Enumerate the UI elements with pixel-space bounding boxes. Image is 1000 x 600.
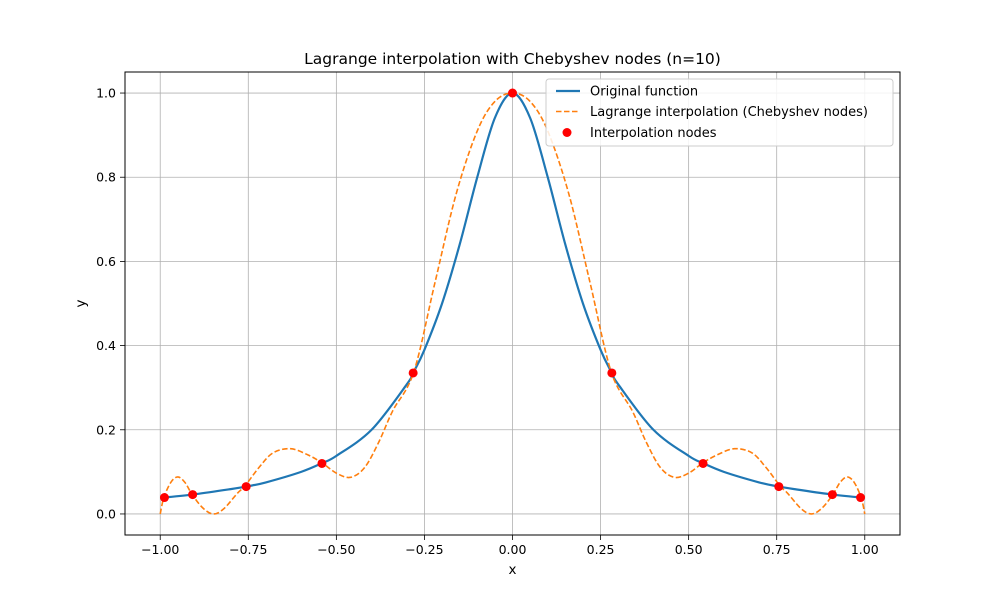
x-tick-label: 0.25 [587,542,615,557]
x-tick-label: 1.00 [851,542,879,557]
y-tick-label: 0.6 [96,254,116,269]
plot-area [159,88,866,515]
interpolation-node-point [408,368,418,378]
interpolation-node-point [188,490,198,500]
interpolation-node-point [827,490,837,500]
interpolation-node-point [317,458,327,468]
y-tick-label: 0.8 [96,170,116,185]
interpolation-node-point [607,368,617,378]
y-tick-label: 1.0 [96,86,116,101]
interpolation-node-point [241,482,251,492]
y-tick-label: 0.2 [96,422,116,437]
x-axis-label: x [509,562,517,578]
y-tick-label: 0.0 [96,506,116,521]
legend-box [545,78,894,147]
x-tick-label: −0.75 [229,542,267,557]
legend-label-lagrange: Lagrange interpolation (Chebyshev nodes) [590,105,868,120]
x-tick-label: −0.25 [405,542,443,557]
interpolation-node-point [856,493,866,503]
interpolation-node-point [508,88,517,98]
x-tick-label: −0.50 [317,542,355,557]
legend-label-original: Original function [590,85,698,100]
legend: Original function Lagrange interpolation… [545,78,894,147]
axes-frame [124,71,901,536]
interpolation-node-point [159,493,169,503]
ticks: −1.00 −0.75 −0.50 −0.25 0.00 0.25 0.50 0.75 1.00… [96,86,879,557]
x-tick-label: 0.75 [763,542,791,557]
x-tick-label: 0.00 [499,542,527,557]
x-tick-label: −1.00 [141,542,179,557]
x-tick-label: 0.50 [675,542,703,557]
interpolation-node-point [698,458,708,468]
legend-swatch-nodes [562,128,572,137]
interpolation-node-point [774,482,784,492]
chart-title: Lagrange interpolation with Chebyshev no… [304,50,721,68]
y-axis-label: y [73,300,89,308]
legend-label-nodes: Interpolation nodes [590,126,717,141]
y-tick-label: 0.4 [96,338,116,353]
